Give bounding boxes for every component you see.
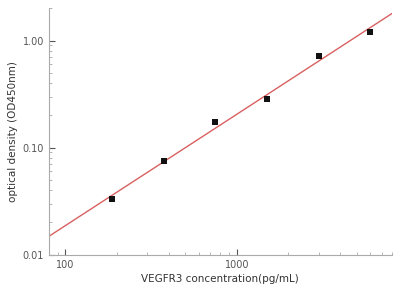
- Point: [316, 53, 322, 58]
- Point: [264, 97, 270, 101]
- X-axis label: VEGFR3 concentration(pg/mL): VEGFR3 concentration(pg/mL): [141, 274, 299, 284]
- Y-axis label: optical density (OD450nm): optical density (OD450nm): [8, 61, 18, 202]
- Point: [160, 159, 167, 163]
- Point: [212, 119, 218, 124]
- Point: [109, 197, 115, 201]
- Point: [367, 30, 374, 34]
